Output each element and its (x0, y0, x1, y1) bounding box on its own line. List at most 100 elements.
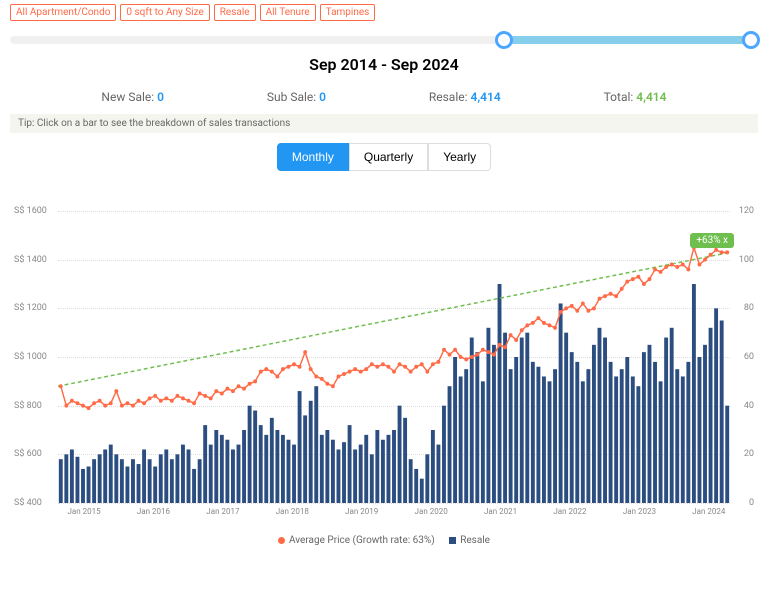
bar[interactable] (253, 411, 257, 503)
bar[interactable] (470, 338, 474, 503)
filter-tag[interactable]: Tampines (320, 4, 376, 21)
bar[interactable] (475, 352, 479, 503)
bar[interactable] (387, 435, 391, 503)
bar[interactable] (164, 449, 168, 503)
filter-tag[interactable]: 0 sqft to Any Size (120, 4, 209, 21)
bar[interactable] (337, 449, 341, 503)
bar[interactable] (398, 406, 402, 503)
slider-handle-start[interactable] (495, 31, 513, 49)
bar[interactable] (481, 381, 485, 503)
bar[interactable] (381, 440, 385, 503)
bar[interactable] (720, 321, 724, 504)
bar[interactable] (570, 352, 574, 503)
bar[interactable] (59, 459, 63, 503)
bar[interactable] (87, 467, 91, 504)
bar[interactable] (259, 425, 263, 503)
time-slider[interactable] (10, 33, 758, 47)
bar[interactable] (664, 338, 668, 503)
bar[interactable] (436, 445, 440, 503)
bar[interactable] (420, 479, 424, 503)
bar[interactable] (592, 345, 596, 503)
bar[interactable] (631, 376, 635, 503)
bar[interactable] (414, 469, 418, 503)
bar[interactable] (270, 418, 274, 503)
bar[interactable] (348, 425, 352, 503)
bar[interactable] (425, 454, 429, 503)
bar[interactable] (303, 415, 307, 503)
bar[interactable] (553, 369, 557, 503)
bar[interactable] (225, 440, 229, 503)
bar[interactable] (598, 328, 602, 503)
bar[interactable] (614, 376, 618, 503)
bar[interactable] (498, 284, 502, 503)
bar[interactable] (237, 445, 241, 503)
growth-badge[interactable]: +63% x (690, 233, 734, 248)
bar[interactable] (109, 445, 113, 503)
bar[interactable] (364, 435, 368, 503)
bar[interactable] (648, 345, 652, 503)
bar[interactable] (359, 445, 363, 503)
bar[interactable] (703, 345, 707, 503)
bar[interactable] (503, 333, 507, 503)
bar[interactable] (681, 376, 685, 503)
bar[interactable] (559, 303, 563, 503)
bar[interactable] (536, 367, 540, 503)
bar[interactable] (342, 442, 346, 503)
bar[interactable] (275, 430, 279, 503)
bar[interactable] (431, 430, 435, 503)
bar[interactable] (353, 449, 357, 503)
slider-handle-end[interactable] (742, 31, 760, 49)
bar[interactable] (659, 381, 663, 503)
bar[interactable] (692, 284, 696, 503)
bar[interactable] (203, 425, 207, 503)
bar[interactable] (214, 430, 218, 503)
bar[interactable] (675, 369, 679, 503)
bar[interactable] (209, 445, 213, 503)
bar[interactable] (81, 469, 85, 503)
bar[interactable] (314, 386, 318, 503)
bar[interactable] (492, 345, 496, 503)
bar[interactable] (514, 357, 518, 503)
bar[interactable] (142, 449, 146, 503)
bar[interactable] (75, 457, 79, 503)
bar[interactable] (625, 357, 629, 503)
bar[interactable] (248, 406, 252, 503)
bar[interactable] (531, 362, 535, 503)
bar[interactable] (464, 369, 468, 503)
bar[interactable] (170, 459, 174, 503)
bar[interactable] (575, 362, 579, 503)
bar[interactable] (564, 333, 568, 503)
bar[interactable] (192, 469, 196, 503)
bar[interactable] (264, 435, 268, 503)
filter-tag[interactable]: All Apartment/Condo (10, 4, 116, 21)
bar[interactable] (331, 440, 335, 503)
bar[interactable] (181, 445, 185, 503)
bar[interactable] (64, 454, 68, 503)
bar[interactable] (137, 464, 141, 503)
bar[interactable] (320, 435, 324, 503)
bar[interactable] (70, 449, 74, 503)
bar[interactable] (298, 391, 302, 503)
bar[interactable] (725, 406, 729, 503)
bar[interactable] (370, 454, 374, 503)
bar[interactable] (292, 445, 296, 503)
bar[interactable] (98, 454, 102, 503)
bar[interactable] (187, 449, 191, 503)
bar[interactable] (92, 459, 96, 503)
bar[interactable] (114, 454, 118, 503)
bar[interactable] (653, 362, 657, 503)
bar[interactable] (620, 369, 624, 503)
bar[interactable] (714, 308, 718, 503)
bar[interactable] (448, 386, 452, 503)
bar[interactable] (586, 369, 590, 503)
filter-tag[interactable]: Resale (214, 4, 256, 21)
bar[interactable] (581, 381, 585, 503)
bar[interactable] (231, 449, 235, 503)
filter-tag[interactable]: All Tenure (260, 4, 316, 21)
bar[interactable] (409, 459, 413, 503)
bar[interactable] (153, 467, 157, 504)
view-toggle-yearly[interactable]: Yearly (428, 143, 491, 171)
bar[interactable] (125, 467, 129, 504)
bar[interactable] (670, 328, 674, 503)
bar[interactable] (603, 338, 607, 503)
